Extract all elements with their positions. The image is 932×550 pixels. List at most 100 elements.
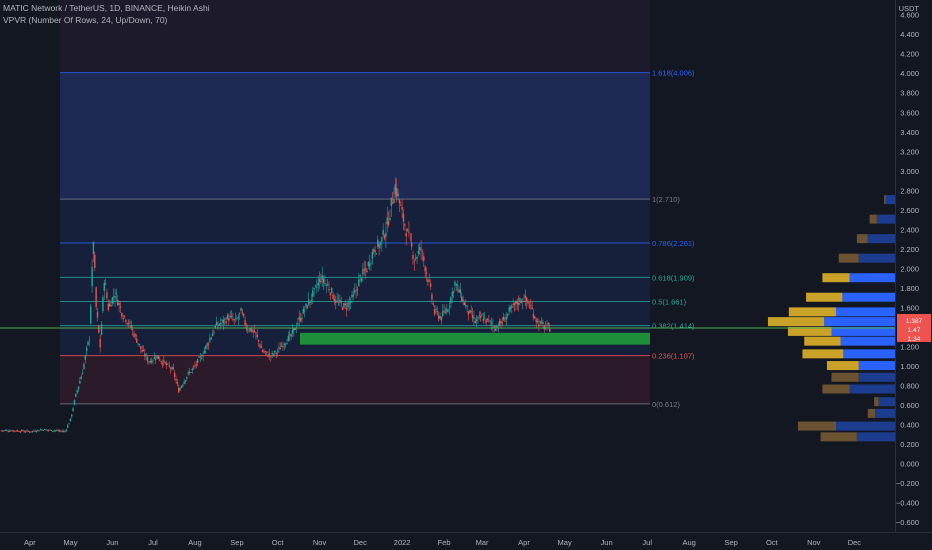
x-tick-label: Feb: [438, 538, 451, 547]
candle-body: [486, 318, 489, 320]
candle-body: [126, 323, 128, 324]
candle-body: [0, 430, 3, 432]
candle-body: [274, 350, 276, 353]
candle-body: [284, 343, 287, 345]
candle-body: [379, 242, 382, 245]
candle-body: [111, 297, 114, 304]
candle-body: [23, 431, 26, 433]
candle-body: [474, 321, 476, 324]
candle-body: [140, 346, 142, 349]
candle-body: [521, 301, 524, 303]
candle-body: [470, 311, 472, 313]
candle-body: [213, 331, 215, 333]
candle-body: [344, 303, 346, 305]
candle-body: [463, 302, 466, 306]
candle-body: [253, 330, 256, 333]
candle-body: [209, 338, 211, 342]
volume-profile-up-bar: [856, 432, 895, 442]
candle-body: [145, 354, 147, 356]
candle-body: [92, 242, 95, 255]
candle-body: [332, 294, 334, 300]
candle-body: [12, 430, 15, 432]
candle-body: [534, 316, 536, 319]
candle-body: [3, 430, 5, 432]
candle-body: [54, 430, 57, 432]
candle-body: [328, 288, 330, 291]
candle-body: [71, 414, 73, 417]
volume-profile-up-bar: [831, 326, 895, 336]
candle-body: [176, 381, 179, 385]
candle-body: [14, 430, 16, 432]
candle-body: [232, 318, 234, 320]
candle-body: [127, 322, 130, 324]
candle-body: [85, 347, 88, 351]
candle-body: [206, 343, 208, 346]
candle-body: [141, 349, 143, 352]
candle-body: [423, 256, 425, 261]
candle-body: [305, 303, 307, 307]
candle-body: [69, 418, 72, 421]
candle-body: [83, 363, 85, 369]
candle-body: [454, 281, 456, 286]
candle-body: [535, 319, 537, 322]
candle-body: [137, 343, 139, 345]
candle-body: [349, 301, 352, 303]
candle-body: [268, 353, 271, 356]
price-tag-value: 1.34: [908, 336, 921, 343]
candle-body: [37, 429, 39, 431]
candle-body: [217, 324, 219, 326]
candle-body: [125, 319, 127, 322]
candle-body: [136, 338, 138, 343]
volume-profile-down-bar: [802, 349, 844, 359]
candle-body: [409, 237, 411, 239]
price-tag[interactable]: [897, 313, 931, 342]
volume-profile-up-bar: [858, 361, 895, 371]
candle-body: [276, 351, 279, 353]
fib-level-label: 0.786(2.261): [652, 239, 695, 248]
candle-body: [386, 217, 388, 224]
candle-body: [243, 313, 245, 316]
candle-body: [16, 430, 19, 432]
chart-symbol-legend[interactable]: MATIC Network / TetherUS, 1D, BINANCE, H…: [3, 3, 210, 13]
candle-body: [50, 430, 53, 432]
candle-body: [188, 371, 191, 373]
candle-body: [310, 299, 313, 301]
fib-level-label: 0.618(1.909): [652, 273, 695, 282]
candle-body: [368, 263, 371, 266]
candle-body: [507, 313, 509, 316]
candle-body: [22, 430, 24, 432]
candle-body: [114, 296, 116, 299]
x-tick-label: Oct: [766, 538, 779, 547]
candle-body: [294, 328, 296, 331]
candle-body: [355, 290, 357, 291]
candle-body: [165, 363, 168, 366]
y-tick-label: 1.800: [900, 284, 919, 293]
candle-body: [402, 213, 405, 222]
candle-body: [496, 326, 498, 328]
candle-body: [427, 279, 429, 283]
candle-body: [291, 330, 294, 334]
candle-body: [133, 333, 135, 337]
candle-body: [186, 376, 188, 379]
x-tick-label: Jul: [642, 538, 652, 547]
candle-body: [245, 328, 248, 330]
candle-body: [431, 294, 433, 300]
candle-body: [164, 362, 166, 364]
candle-body: [251, 329, 253, 333]
candle-body: [190, 372, 192, 373]
indicator-legend[interactable]: VPVR (Number Of Rows, 24, Up/Down, 70): [3, 15, 168, 25]
candle-body: [169, 368, 172, 370]
candle-body: [64, 431, 66, 433]
y-axis-unit: USDT: [899, 4, 920, 13]
candle-body: [508, 307, 510, 312]
candle-body: [329, 293, 332, 296]
candle-body: [371, 251, 374, 259]
candle-body: [536, 320, 539, 323]
candle-body: [316, 286, 318, 288]
candle-body: [459, 289, 462, 293]
candle-body: [290, 334, 292, 337]
candle-body: [331, 288, 333, 293]
candle-body: [195, 364, 198, 366]
candle-body: [336, 300, 338, 302]
